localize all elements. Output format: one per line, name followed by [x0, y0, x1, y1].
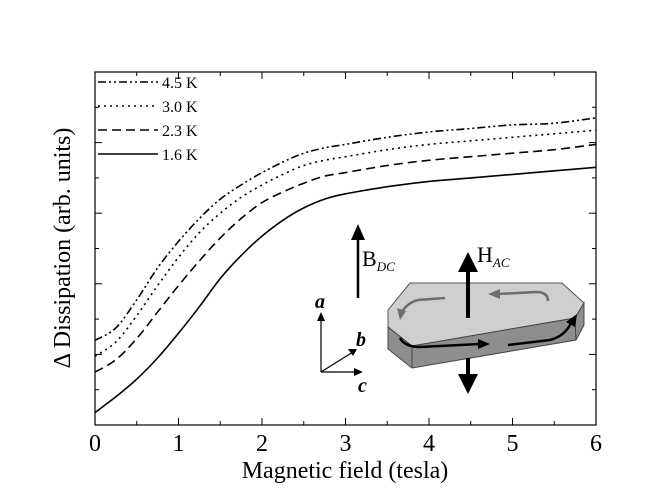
b-dc-label: BDC: [362, 246, 395, 274]
h-ac-arrow-head-down: [458, 374, 478, 394]
legend-label: 1.6 K: [162, 147, 198, 164]
axis-a-arrow: [317, 312, 325, 321]
legend-label: 3.0 K: [162, 99, 198, 116]
y-axis-title: Δ Dissipation (arb. units): [50, 128, 76, 369]
crystal-front: [387, 301, 585, 369]
top-current-head-2: [397, 308, 406, 320]
front-current-head-2: [566, 314, 577, 327]
x-tick-label: 4: [423, 431, 435, 457]
legend-label: 2.3 K: [162, 123, 198, 140]
inset-schematic: BDC a b c HAC: [315, 224, 585, 397]
series-line-1-6-k: [94, 166, 597, 414]
x-tick-label: 6: [590, 431, 602, 457]
h-ac-arrow-head-up: [458, 252, 478, 272]
axis-b-arrow: [348, 349, 357, 356]
x-tick-label: 3: [340, 431, 352, 457]
legend-label: 4.5 K: [162, 75, 198, 92]
series-line-4-5-k: [94, 117, 597, 342]
front-current-arrow-1: [398, 337, 481, 349]
y-axis: [95, 71, 596, 426]
x-axis-title: Magnetic field (tesla): [242, 458, 449, 484]
top-current-head-1: [488, 289, 500, 299]
legend: 4.5 K 3.0 K 2.3 K 1.6 K: [98, 75, 198, 164]
axis-a-label: a: [315, 291, 325, 313]
h-ac-label: HAC: [477, 242, 510, 270]
axis-c-arrow: [354, 368, 363, 376]
x-tick-label: 0: [89, 431, 101, 457]
x-axis: 0 1 2 3 4 5 6: [89, 72, 602, 457]
x-tick-label: 1: [173, 431, 185, 457]
b-dc-arrow-head: [351, 224, 365, 240]
series-line-3-0-k: [94, 129, 597, 357]
x-tick-label: 5: [507, 431, 519, 457]
axis-b-line: [320, 351, 354, 373]
series-layer: [94, 117, 597, 414]
axis-c-label: c: [358, 375, 367, 397]
series-line-2-3-k: [94, 143, 597, 373]
front-current-head-1: [478, 339, 490, 349]
front-current-arrow-2: [507, 322, 573, 347]
top-current-arrow-1: [497, 290, 550, 302]
x-tick-label: 2: [256, 431, 268, 457]
axis-b-label: b: [356, 329, 366, 351]
